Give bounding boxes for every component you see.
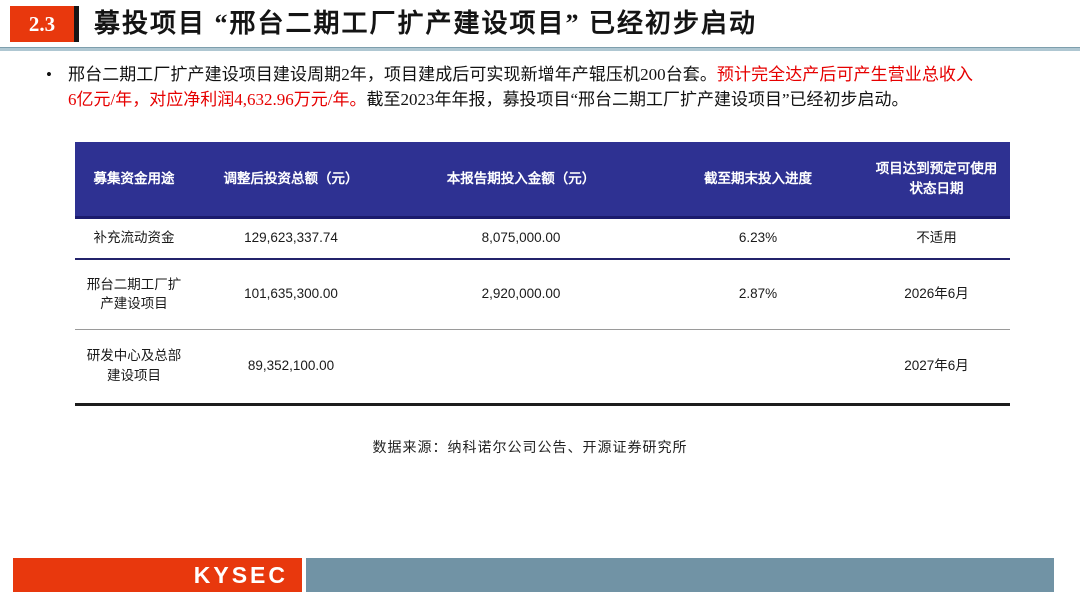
column-header-progress: 截至期末投入进度 bbox=[653, 142, 863, 217]
kysec-logo: KYSEC bbox=[13, 558, 302, 592]
table-cell: 2027年6月 bbox=[904, 358, 969, 374]
table-row: 补充流动资金 129,623,337.74 8,075,000.00 6.23%… bbox=[75, 217, 1010, 259]
header-divider bbox=[74, 6, 79, 42]
table-cell bbox=[653, 329, 863, 404]
table-cell: 2026年6月 bbox=[904, 286, 969, 302]
footer-decoration-bar bbox=[306, 558, 1054, 592]
table-cell: 不适用 bbox=[916, 230, 957, 246]
bullet-paragraph: • 邢台二期工厂扩产建设项目建设周期2年，项目建成后可实现新增年产辊压机200台套… bbox=[46, 62, 973, 112]
table-cell bbox=[389, 329, 653, 404]
column-header-period-invested: 本报告期投入金额（元） bbox=[389, 142, 653, 217]
page-title: 募投项目 “邢台二期工厂扩产建设项目” 已经初步启动 bbox=[94, 9, 758, 38]
section-number-badge: 2.3 bbox=[10, 6, 74, 42]
table-cell: 补充流动资金 bbox=[93, 230, 175, 246]
table-cell: 101,635,300.00 bbox=[244, 286, 338, 302]
table-cell: 邢台二期工厂扩产建设项目 bbox=[86, 276, 182, 312]
bullet-text-black-2: 截至2023年年报，募投项目“邢台二期工厂扩产建设项目”已经初步启动。 bbox=[366, 90, 909, 109]
bullet-text-red-highlight: 预计完全达产后可产生营业总收入6亿元/年，对应净利润4,632.96万元/年。 bbox=[68, 65, 973, 109]
table-header-row: 募集资金用途 调整后投资总额（元） 本报告期投入金额（元） 截至期末投入进度 项… bbox=[75, 142, 1010, 217]
bullet-marker: • bbox=[46, 65, 52, 84]
bullet-text-black-1: 邢台二期工厂扩产建设项目建设周期2年，项目建成后可实现新增年产辊压机200台套。 bbox=[68, 65, 717, 84]
table-cell: 89,352,100.00 bbox=[247, 358, 335, 374]
fundraising-projects-table: 募集资金用途 调整后投资总额（元） 本报告期投入金额（元） 截至期末投入进度 项… bbox=[75, 142, 1010, 406]
table-cell: 6.23% bbox=[738, 230, 778, 246]
column-header-ready-date: 项目达到预定可使用状态日期 bbox=[863, 142, 1010, 217]
column-header-adjusted-total: 调整后投资总额（元） bbox=[193, 142, 389, 217]
table-cell: 129,623,337.74 bbox=[244, 230, 338, 246]
data-source-note: 数据来源：纳科诺尔公司公告、开源证券研究所 bbox=[372, 441, 688, 456]
table-row: 邢台二期工厂扩产建设项目 101,635,300.00 2,920,000.00… bbox=[75, 259, 1010, 329]
table-cell: 2,920,000.00 bbox=[481, 286, 561, 302]
table-cell: 研发中心及总部建设项目 bbox=[86, 348, 182, 383]
table-cell: 8,075,000.00 bbox=[481, 230, 561, 246]
column-header-fund-use: 募集资金用途 bbox=[75, 142, 193, 217]
title-underline-rule bbox=[0, 47, 1080, 51]
table-cell: 2.87% bbox=[738, 286, 778, 302]
table-row: 研发中心及总部建设项目 89,352,100.00 2027年6月 bbox=[75, 329, 1010, 404]
